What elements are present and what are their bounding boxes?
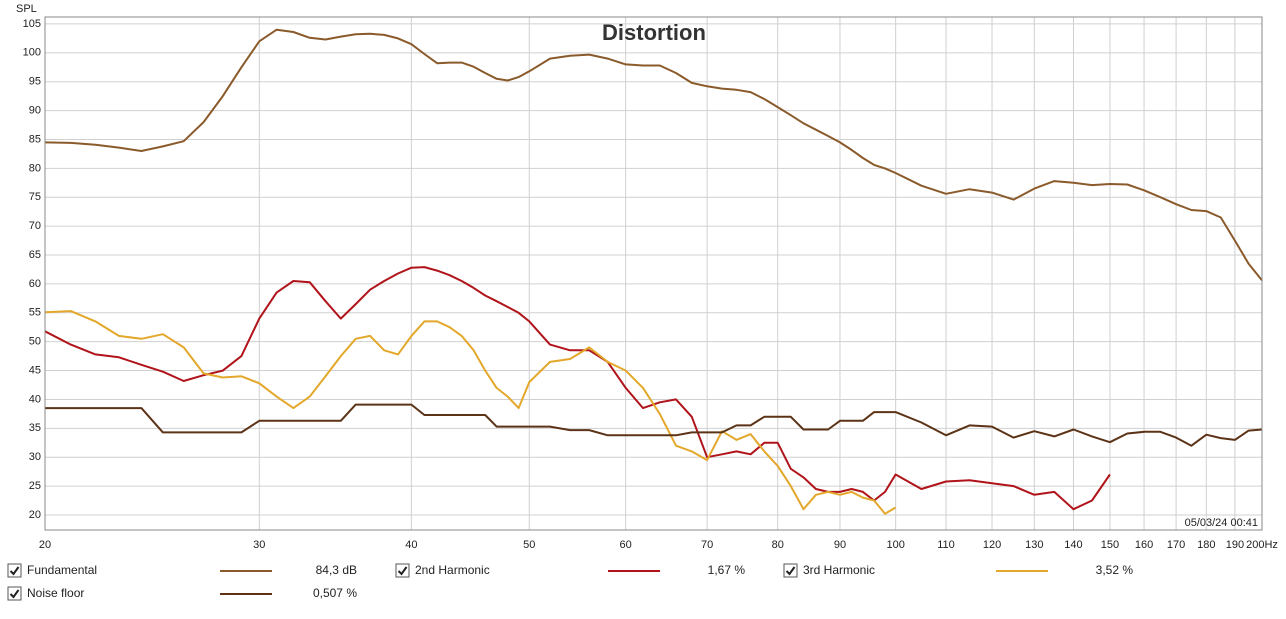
y-tick-label: 75 [29, 191, 41, 203]
x-tick-label: 60 [620, 539, 632, 551]
y-tick-label: 105 [23, 18, 41, 30]
legend-checkbox[interactable] [7, 563, 22, 578]
legend-label: 3rd Harmonic [803, 563, 875, 577]
y-tick-label: 55 [29, 307, 41, 319]
checkbox-check [785, 566, 796, 576]
y-tick-label: 40 [29, 393, 41, 405]
x-tick-label: 140 [1064, 539, 1082, 551]
x-tick-label: 110 [937, 539, 955, 551]
y-tick-label: 30 [29, 451, 41, 463]
x-tick-label: 170 [1167, 539, 1185, 551]
checkbox-box [395, 563, 410, 578]
x-tick-label: 30 [253, 539, 265, 551]
lines [44, 28, 1263, 515]
series-line [45, 403, 1263, 447]
x-tick-label: 190 [1226, 539, 1244, 551]
y-tick-label: 100 [23, 47, 41, 59]
legend-checkbox[interactable] [7, 586, 22, 601]
legend-checkbox[interactable] [783, 563, 798, 578]
legend-readout: 1,67 % [708, 563, 746, 577]
y-tick-label: 80 [29, 162, 41, 174]
x-tick-label: 90 [834, 539, 846, 551]
legend-label: Noise floor [27, 586, 84, 600]
series-line [44, 310, 897, 515]
x-tick-label: 40 [405, 539, 417, 551]
y-tick-label: 45 [29, 364, 41, 376]
y-tick-label: 95 [29, 76, 41, 88]
y-tick-label: 35 [29, 422, 41, 434]
y-tick-label: 90 [29, 104, 41, 116]
series-line [44, 28, 1263, 282]
y-tick-label: 25 [29, 480, 41, 492]
x-tick-label: 150 [1101, 539, 1119, 551]
checkbox-check [9, 566, 20, 576]
legend-readout: 3,52 % [1096, 563, 1134, 577]
checkbox-box [7, 586, 22, 601]
y-tick-label: 65 [29, 249, 41, 261]
x-tick-label: 70 [701, 539, 713, 551]
grid [44, 17, 1263, 530]
legend-readout: 84,3 dB [316, 563, 357, 577]
checkbox-box [7, 563, 22, 578]
x-tick-label: 130 [1025, 539, 1043, 551]
legend-label: Fundamental [27, 563, 97, 577]
y-tick-label: 60 [29, 278, 41, 290]
y-tick-label: 85 [29, 133, 41, 145]
x-tick-label: 20 [39, 539, 51, 551]
x-tick-label: 180 [1197, 539, 1215, 551]
y-tick-label: 20 [29, 509, 41, 521]
plot-frame [44, 16, 1263, 531]
legend-checkbox[interactable] [395, 563, 410, 578]
x-tick-label: 160 [1135, 539, 1153, 551]
x-tick-label: 50 [523, 539, 535, 551]
legend: Fundamental 84,3 dB 2nd Harmonic 1,67 % 3rd … [7, 563, 1134, 601]
checkbox-check [9, 589, 20, 599]
checkbox-box [783, 563, 798, 578]
x-tick-label: 200Hz [1246, 539, 1278, 551]
x-tick-label: 100 [886, 539, 904, 551]
timestamp: 05/03/24 00:41 [1185, 517, 1258, 529]
y-axis-label: SPL [16, 3, 37, 15]
checkbox-check [397, 566, 408, 576]
legend-label: 2nd Harmonic [415, 563, 490, 577]
legend-readout: 0,507 % [313, 586, 357, 600]
chart-title: Distortion [602, 20, 706, 45]
x-tick-label: 80 [772, 539, 784, 551]
x-tick-label: 120 [983, 539, 1001, 551]
series-line [44, 266, 1111, 511]
y-tick-label: 50 [29, 336, 41, 348]
y-tick-label: 70 [29, 220, 41, 232]
